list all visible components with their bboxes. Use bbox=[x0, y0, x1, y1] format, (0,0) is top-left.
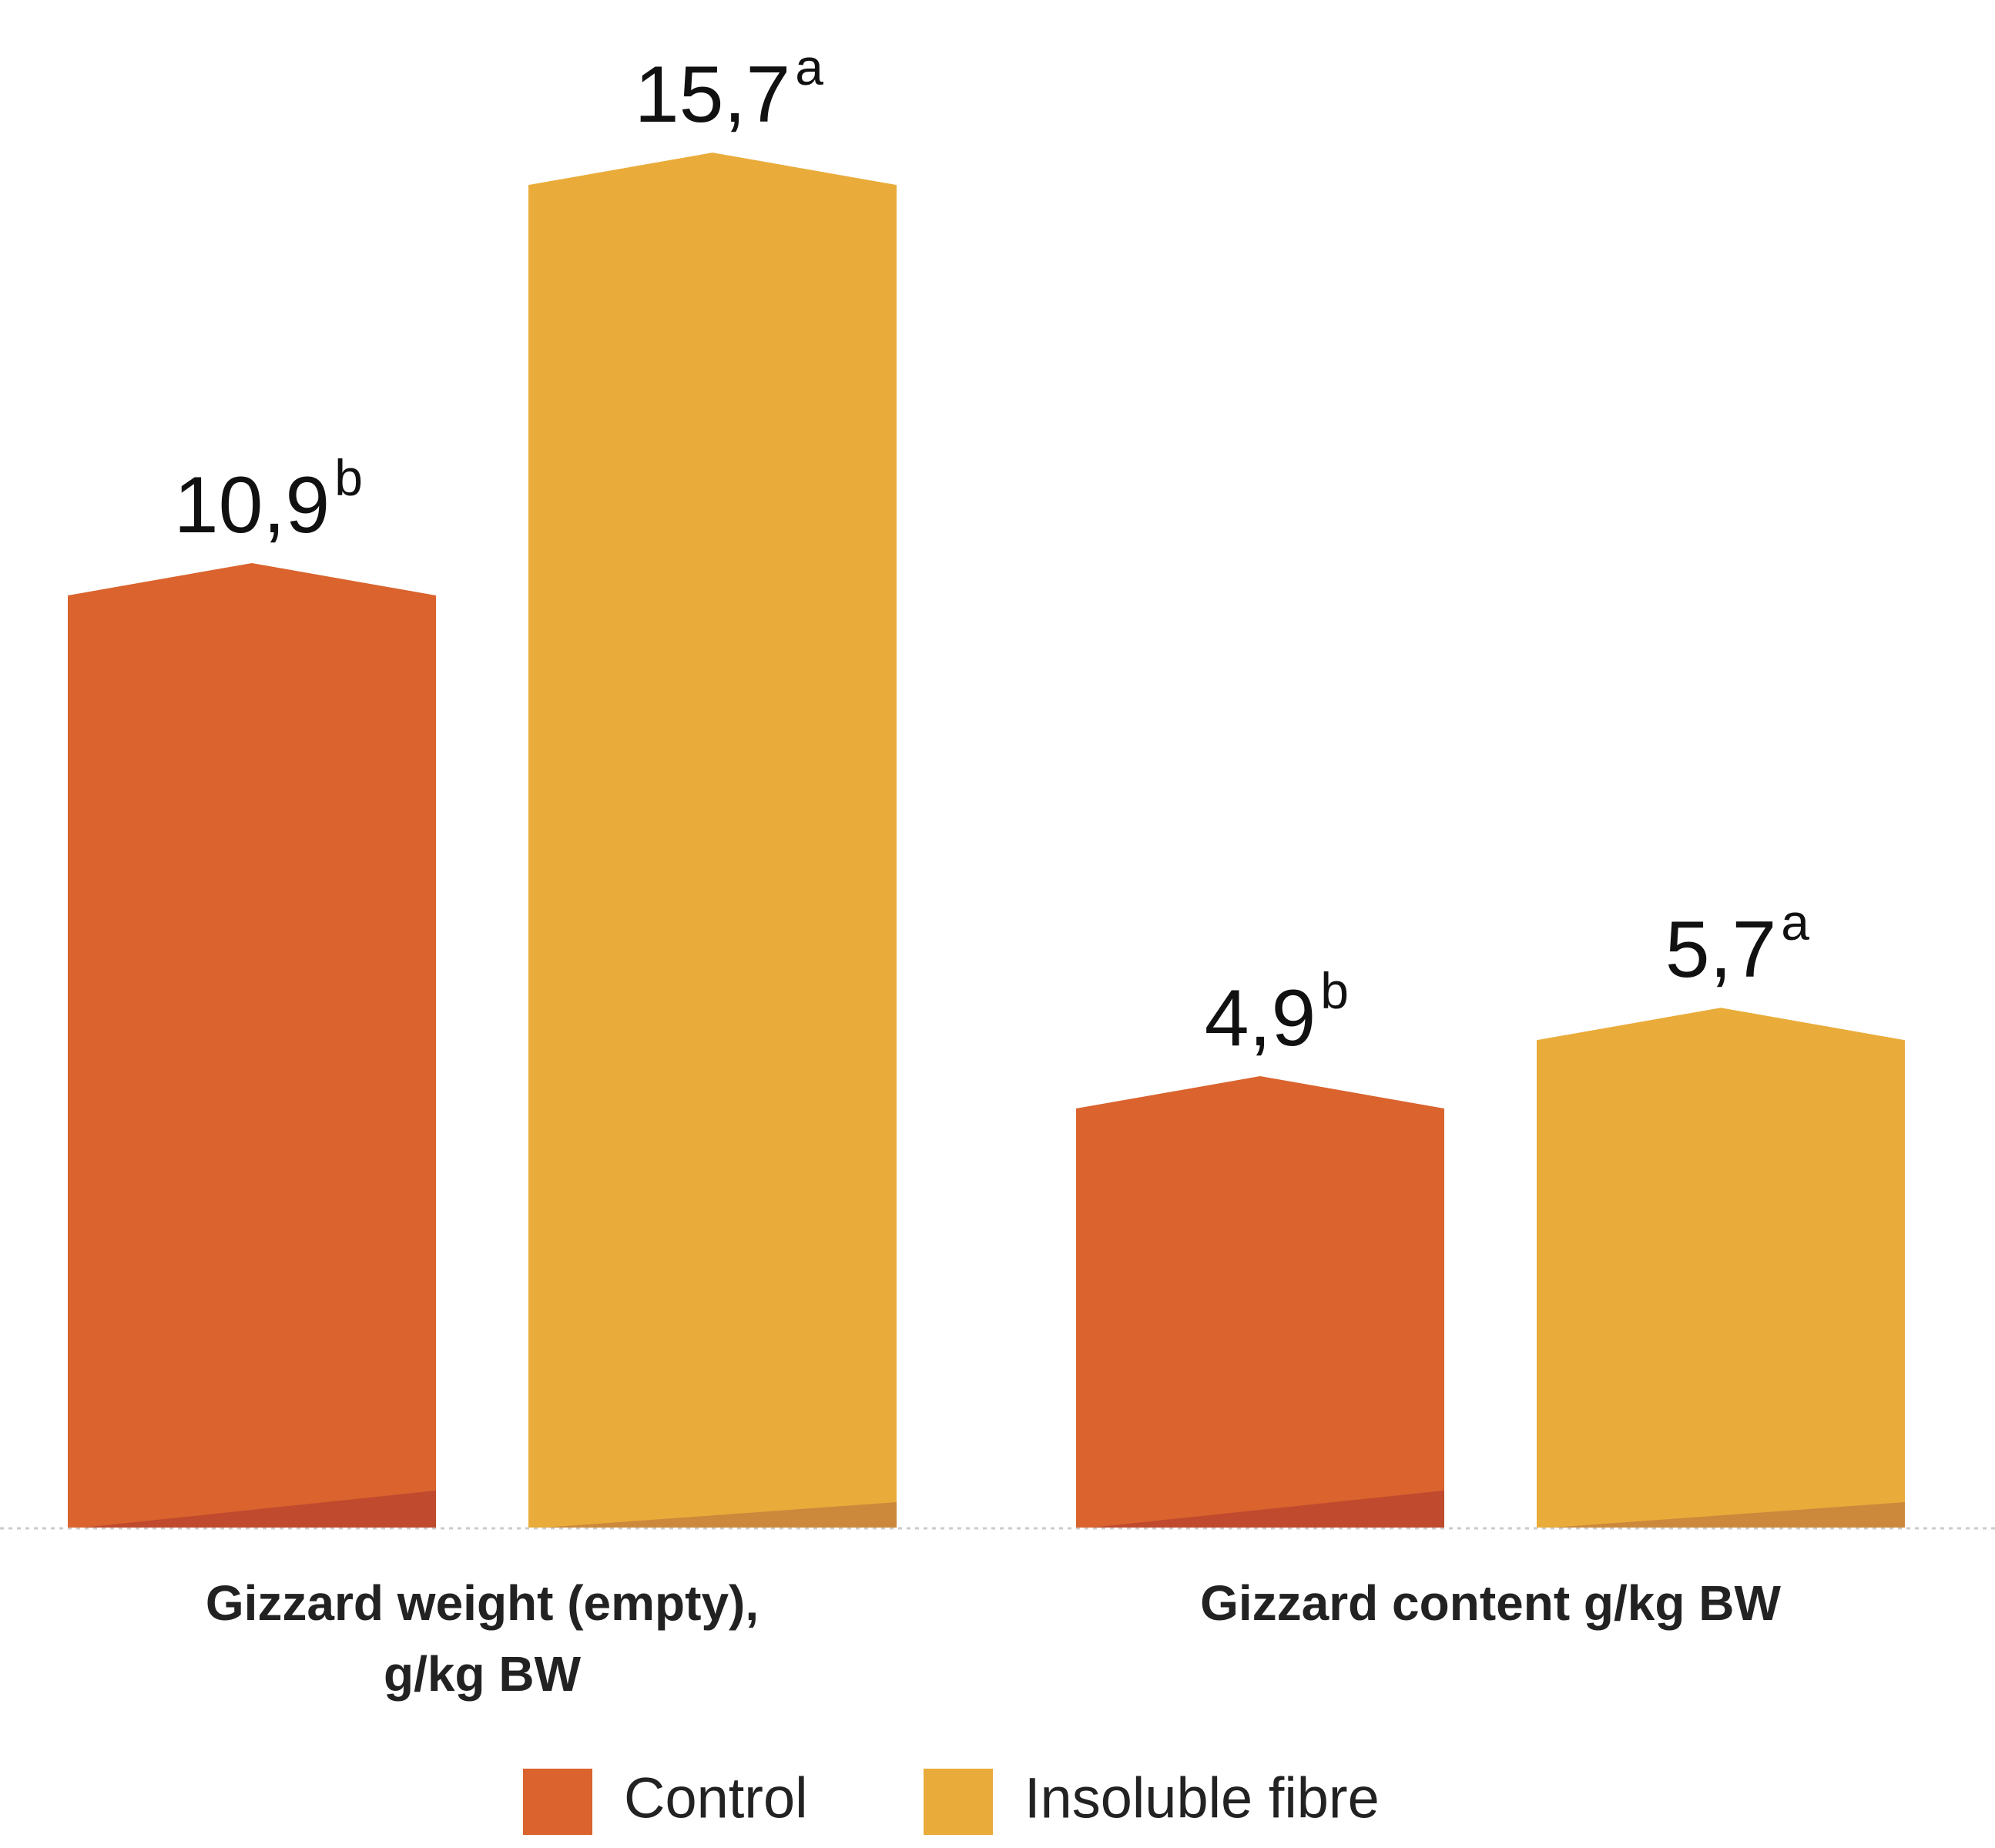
bar bbox=[1076, 1076, 1444, 1528]
value-superscript: a bbox=[795, 39, 823, 96]
bar bbox=[528, 153, 897, 1528]
legend-swatch bbox=[924, 1769, 993, 1835]
legend-swatch bbox=[523, 1769, 592, 1835]
bar-shadow bbox=[1091, 1491, 1444, 1528]
value-superscript: b bbox=[334, 449, 363, 506]
value-superscript: a bbox=[1781, 894, 1809, 951]
bar bbox=[68, 562, 436, 1528]
value-label: 15,7 bbox=[635, 50, 790, 139]
value-label: 4,9 bbox=[1205, 974, 1316, 1063]
bar-shadow bbox=[83, 1491, 436, 1528]
bar-shadow bbox=[544, 1502, 897, 1528]
value-superscript: b bbox=[1320, 962, 1349, 1019]
value-label: 5,7 bbox=[1665, 905, 1777, 994]
legend-label: Control bbox=[624, 1766, 808, 1830]
bar bbox=[1537, 1008, 1905, 1528]
legend-label: Insoluble fibre bbox=[1024, 1766, 1380, 1830]
category-label: Gizzard weight (empty), g/kg BW bbox=[205, 1575, 759, 1702]
category-label: Gizzard content g/kg BW bbox=[1200, 1575, 1781, 1631]
bar-shadow bbox=[1552, 1502, 1905, 1528]
value-label: 10,9 bbox=[174, 461, 330, 550]
